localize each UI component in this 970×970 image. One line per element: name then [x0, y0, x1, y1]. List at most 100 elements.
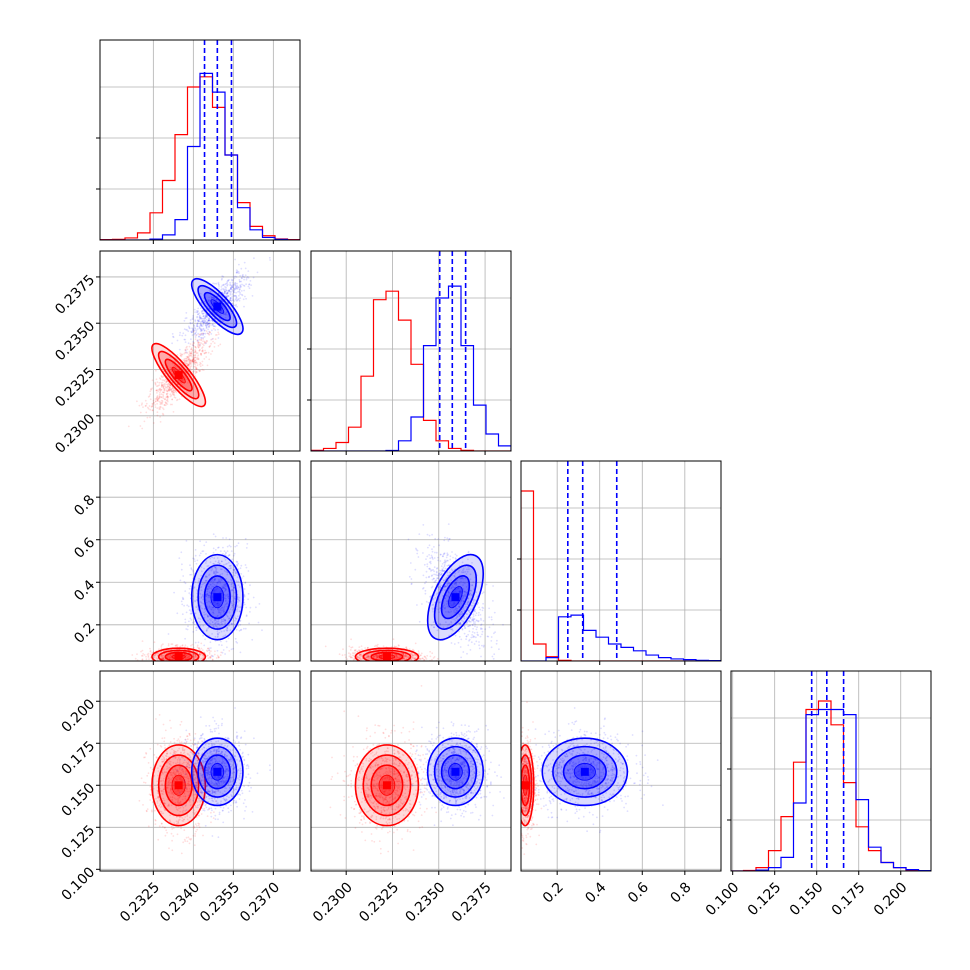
sample-point	[234, 284, 237, 287]
sample-point	[218, 604, 221, 607]
sample-point	[228, 624, 230, 627]
sample-point	[233, 287, 236, 290]
sample-point	[189, 354, 192, 357]
sample-point	[199, 344, 202, 346]
sample-point	[458, 623, 461, 625]
sample-point	[446, 554, 449, 557]
sample-point	[219, 654, 222, 656]
sample-point	[220, 607, 222, 610]
sample-point	[166, 399, 169, 402]
sample-point	[236, 285, 238, 288]
sample-point	[208, 322, 210, 325]
sample-point	[407, 656, 410, 659]
sample-point	[410, 652, 413, 655]
sample-point	[199, 330, 202, 332]
sample-point	[217, 561, 219, 564]
sample-point	[228, 544, 231, 547]
sample-point	[447, 582, 450, 585]
sample-point	[208, 622, 211, 625]
sample-point	[394, 663, 396, 665]
sample-point	[239, 567, 242, 570]
sample-point	[243, 289, 246, 292]
sample-point	[360, 658, 362, 661]
sample-point	[179, 386, 182, 388]
sample-point	[174, 644, 177, 647]
sample-point	[471, 619, 474, 621]
sample-point	[217, 546, 220, 549]
sample-point	[476, 633, 479, 636]
sample-point	[206, 592, 209, 595]
sample-point	[429, 650, 431, 653]
sample-point	[234, 275, 237, 278]
sample-point	[185, 654, 187, 657]
sample-point	[219, 550, 222, 553]
sample-point	[221, 623, 224, 626]
sample-point	[208, 322, 210, 325]
sample-point	[373, 645, 376, 648]
sample-point	[208, 299, 210, 301]
sample-point	[406, 655, 409, 658]
sample-point	[141, 402, 143, 405]
sample-point	[207, 328, 209, 331]
sample-point	[226, 291, 229, 294]
sample-point	[170, 665, 172, 667]
sample-point	[209, 592, 212, 594]
sample-point	[436, 593, 438, 596]
sample-point	[160, 664, 162, 666]
sample-point	[189, 351, 191, 354]
sample-point	[496, 639, 498, 642]
sample-point	[161, 384, 163, 387]
sample-point	[163, 379, 165, 381]
sample-point	[165, 393, 168, 396]
sample-point	[155, 389, 158, 392]
sample-point	[235, 296, 238, 298]
sample-point	[389, 666, 391, 668]
sample-point	[204, 324, 207, 327]
sample-point	[450, 568, 453, 571]
sample-point	[185, 328, 187, 331]
sample-point	[236, 608, 239, 610]
sample-point	[191, 359, 193, 362]
sample-point	[212, 562, 215, 565]
sample-point	[462, 620, 465, 623]
sample-point	[368, 655, 370, 657]
sample-point	[156, 399, 159, 401]
sample-point	[212, 609, 215, 611]
sample-point	[144, 399, 147, 402]
sample-point	[205, 541, 208, 543]
sample-point	[185, 351, 188, 354]
sample-point	[193, 308, 196, 311]
sample-point	[207, 657, 210, 660]
sample-point	[202, 334, 204, 336]
sample-point	[239, 651, 242, 654]
sample-point	[201, 343, 204, 345]
sample-point	[182, 359, 184, 361]
sample-point	[425, 658, 428, 660]
sample-point	[166, 656, 168, 658]
sample-point	[222, 611, 225, 614]
sample-point	[258, 603, 261, 605]
sample-point	[391, 668, 393, 670]
sample-point	[226, 630, 228, 632]
sample-point	[195, 367, 198, 370]
sample-point	[183, 328, 186, 330]
sample-point	[241, 277, 243, 280]
sample-point	[502, 623, 504, 626]
sample-point	[232, 286, 234, 289]
sample-point	[430, 586, 433, 589]
sample-point	[437, 577, 439, 580]
sample-point	[206, 628, 208, 630]
sample-point	[194, 612, 197, 615]
sample-point	[205, 318, 208, 321]
sample-point	[206, 320, 209, 323]
sample-point	[213, 578, 216, 581]
sample-point	[237, 298, 240, 300]
sample-point	[226, 629, 229, 631]
sample-point	[153, 656, 156, 659]
sample-point	[213, 604, 216, 606]
sample-point	[449, 600, 452, 603]
sample-point	[211, 311, 214, 314]
sample-point	[169, 384, 172, 387]
sample-point	[174, 665, 176, 667]
sample-point	[476, 626, 478, 629]
